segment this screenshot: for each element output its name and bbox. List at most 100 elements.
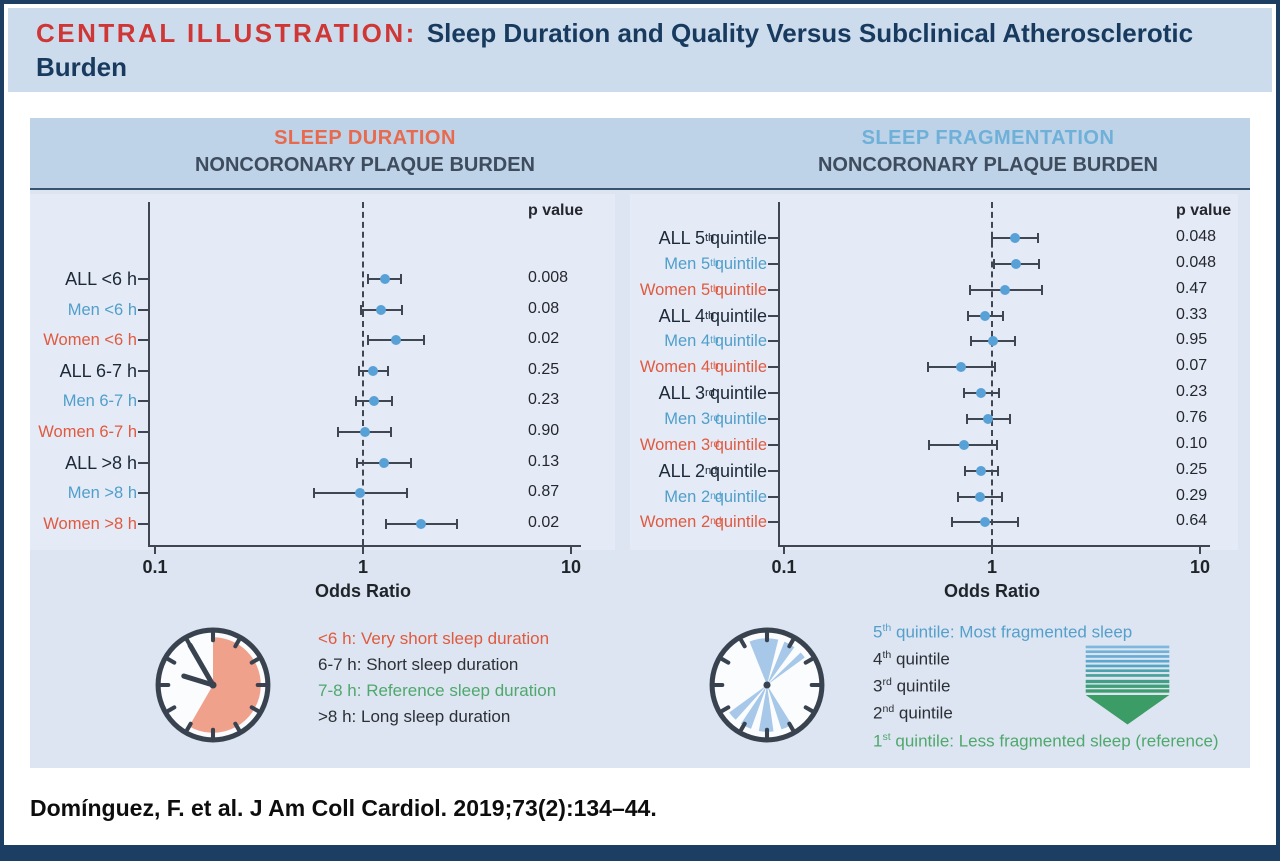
citation: Domínguez, F. et al. J Am Coll Cardiol. …	[30, 795, 657, 821]
row-tick	[768, 288, 780, 291]
p-value: 0.25	[528, 360, 560, 378]
odds-ratio-dot	[1011, 258, 1022, 269]
ci-cap-high	[387, 365, 390, 376]
legend-item: 6-7 h: Short sleep duration	[318, 655, 519, 674]
ci-cap-high	[455, 518, 458, 529]
odds-ratio-dot	[378, 457, 389, 468]
odds-ratio-dot	[975, 491, 986, 502]
sleep-duration-header: SLEEP DURATION NONCORONARY PLAQUE BURDEN	[60, 127, 670, 177]
p-value: 0.048	[1176, 253, 1217, 271]
odds-ratio-dot	[355, 488, 366, 499]
odds-ratio-dot	[390, 335, 401, 346]
p-value: 0.87	[528, 483, 560, 501]
reference-line-or-1	[362, 202, 364, 545]
row-tick	[138, 278, 150, 280]
ci-cap-high	[993, 362, 996, 373]
x-axis-tick	[1199, 547, 1201, 554]
odds-ratio-dot	[980, 310, 991, 321]
ci-cap-low	[312, 488, 315, 499]
odds-ratio-dot	[958, 439, 969, 450]
x-axis-tick	[991, 547, 993, 554]
p-value-header: p value	[1176, 202, 1232, 219]
figure-title: Sleep Duration and Quality Versus Subcli…	[36, 18, 1194, 82]
odds-ratio-dot	[976, 388, 987, 399]
row-tick	[768, 340, 780, 343]
ci-cap-low	[360, 304, 363, 315]
figure-banner: CENTRAL ILLUSTRATION: Sleep Duration and …	[8, 8, 1272, 92]
ci-cap-low	[966, 413, 969, 424]
row-tick	[138, 369, 150, 372]
odds-ratio-dot	[976, 465, 987, 476]
p-value: 0.13	[528, 452, 560, 470]
row-tick	[138, 461, 150, 464]
fragmented-sleep-wedges	[729, 638, 805, 732]
x-axis-tick-label: 10	[560, 557, 582, 577]
y-axis-line	[778, 202, 780, 545]
odds-ratio-dot	[980, 517, 991, 528]
ci-cap-high	[1002, 310, 1005, 321]
p-value: 0.95	[1176, 331, 1208, 349]
row-label: Women >8 h	[43, 514, 137, 533]
ci-cap-high	[1008, 413, 1011, 424]
clock-ticks	[159, 631, 267, 739]
x-axis-tick-label: 10	[1189, 557, 1211, 577]
odds-ratio-dot	[1000, 284, 1011, 295]
ci-cap-high	[1001, 491, 1004, 502]
ci-cap-low	[367, 335, 370, 346]
legend-item: 1st quintile: Less fragmented sleep (ref…	[873, 730, 1219, 751]
legend-item: 3rd quintile	[873, 676, 951, 696]
x-axis-tick	[362, 547, 364, 554]
clock-icon-sleep-duration	[155, 627, 271, 743]
ci-cap-low	[967, 310, 970, 321]
p-value: 0.02	[528, 513, 560, 531]
row-tick	[138, 522, 150, 525]
p-value: 0.25	[1176, 460, 1208, 478]
p-value: 0.47	[1176, 279, 1208, 297]
ci-cap-low	[358, 365, 361, 376]
legend-item: 5th quintile: Most fragmented sleep	[873, 622, 1133, 642]
x-axis-title: Odds Ratio	[314, 581, 411, 601]
row-tick	[768, 392, 780, 395]
sleep-fragmentation-header: SLEEP FRAGMENTATION NONCORONARY PLAQUE B…	[730, 127, 1246, 177]
row-tick	[138, 308, 150, 311]
p-value: 0.33	[1176, 305, 1208, 323]
row-tick	[768, 366, 780, 369]
row-label: Men 6-7 h	[62, 392, 137, 411]
row-label: ALL >8 h	[65, 452, 137, 473]
legend-item: <6 h: Very short sleep duration	[318, 629, 550, 648]
legend-item: 2nd quintile	[873, 703, 953, 724]
ci-cap-low	[928, 439, 931, 450]
p-value: 0.90	[528, 422, 560, 439]
legend-item: 7-8 h: Reference sleep duration	[318, 681, 557, 700]
x-axis-tick	[783, 547, 785, 554]
odds-ratio-dot	[983, 413, 994, 424]
figure-banner-text: CENTRAL ILLUSTRATION: Sleep Duration and …	[36, 17, 1196, 85]
p-value: 0.23	[528, 391, 560, 409]
ci-cap-low	[957, 491, 960, 502]
p-value: 0.29	[1176, 486, 1208, 504]
ci-cap-low	[356, 457, 359, 468]
sleep-duration-subtitle: NONCORONARY PLAQUE BURDEN	[194, 154, 536, 176]
ci-cap-high	[409, 457, 412, 468]
ci-cap-high	[401, 304, 403, 315]
row-tick	[768, 469, 780, 472]
fragmentation-gradient-arrow-icon	[1085, 645, 1170, 725]
odds-ratio-dot	[368, 365, 379, 376]
ci-cap-low	[991, 233, 993, 243]
x-axis-tick-label: 1	[986, 557, 997, 577]
ci-cap-low	[337, 427, 340, 437]
p-value: 0.23	[1176, 383, 1208, 401]
panel-header: SLEEP DURATION NONCORONARY PLAQUE BURDEN…	[30, 118, 1250, 190]
ci-cap-low	[968, 284, 971, 295]
ci-cap-low	[992, 258, 995, 269]
ci-cap-high	[1017, 517, 1020, 528]
odds-ratio-dot	[1010, 233, 1020, 243]
